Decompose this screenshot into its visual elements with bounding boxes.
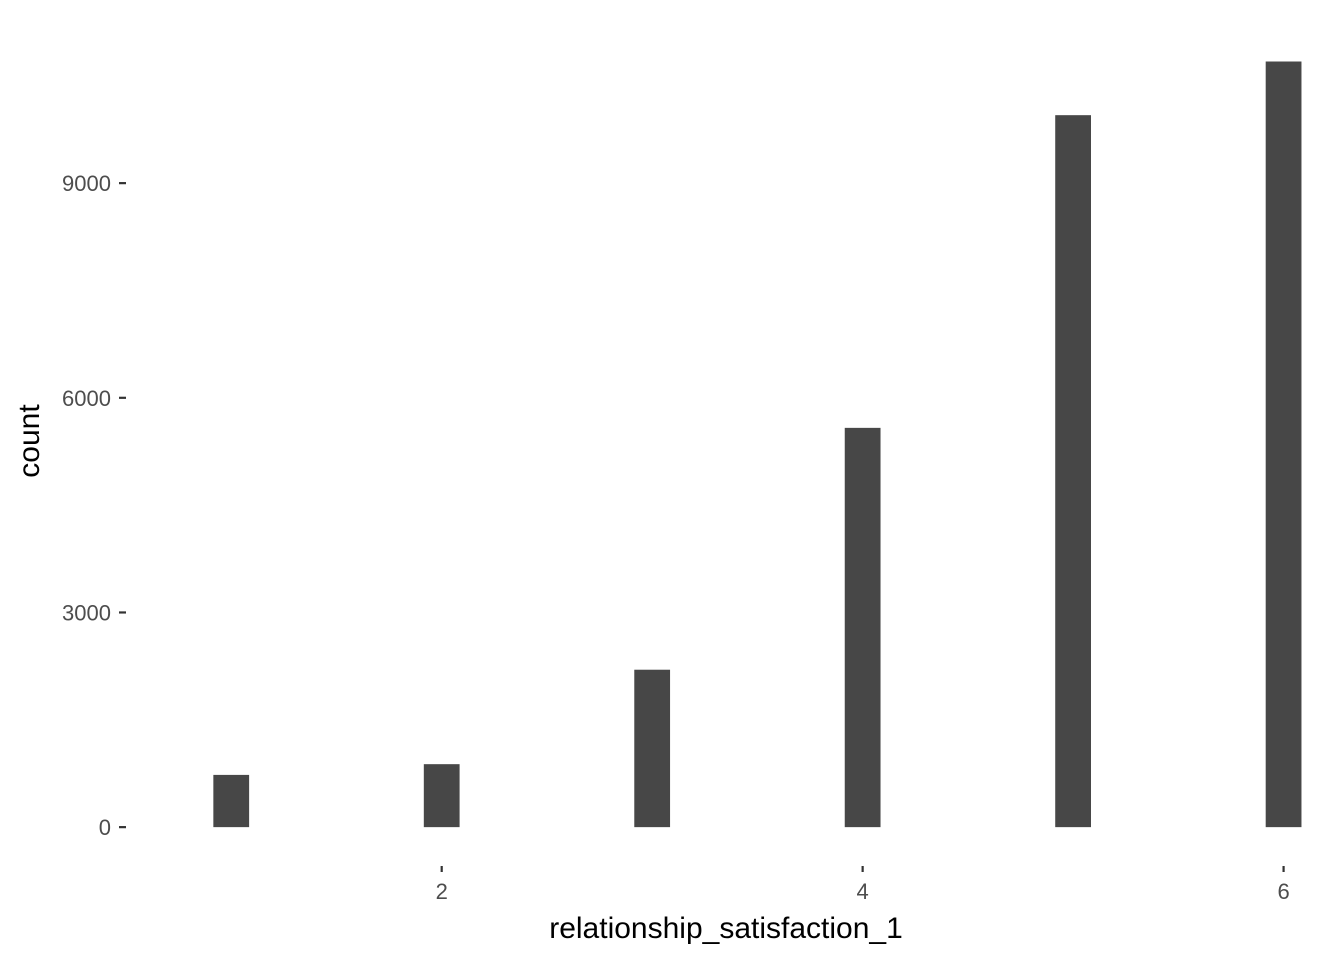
y-tick-label-3000: 3000 [62,600,111,625]
y-axis: 0 3000 6000 9000 [62,171,126,840]
bar-6 [1265,61,1302,828]
y-tick-label-9000: 9000 [62,171,111,196]
bar-1 [213,774,250,828]
x-axis: 2 4 6 [436,866,1290,904]
bar-2 [423,764,460,828]
x-tick-label-4: 4 [857,879,869,904]
y-axis-title: count [13,404,46,478]
bar-5 [1055,115,1091,828]
x-tick-label-6: 6 [1277,879,1289,904]
x-axis-title: relationship_satisfaction_1 [549,912,903,945]
bar-3 [634,669,671,828]
bars-layer [213,61,1302,828]
x-tick-label-2: 2 [436,879,448,904]
y-tick-label-6000: 6000 [62,386,111,411]
y-tick-label-0: 0 [99,815,111,840]
bar-4 [844,427,881,828]
